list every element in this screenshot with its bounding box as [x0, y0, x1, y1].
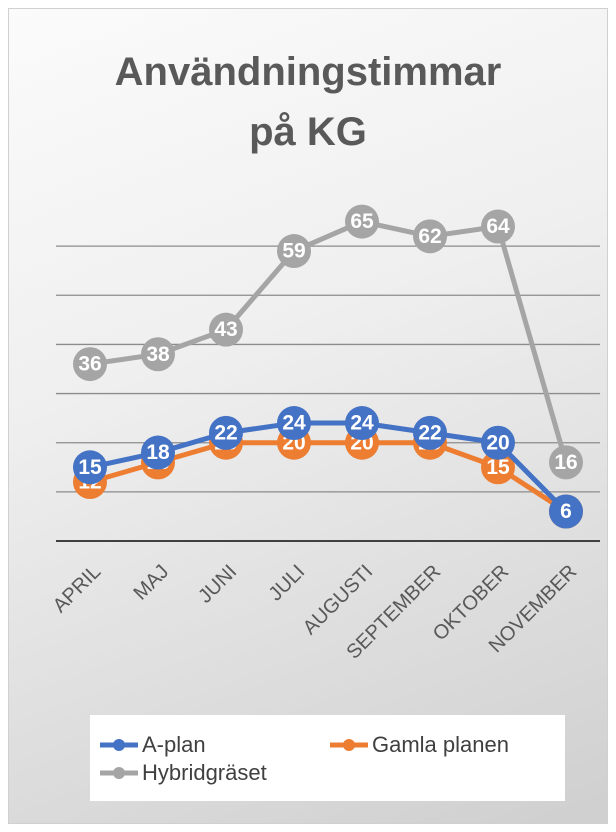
- marker: [209, 312, 243, 347]
- marker: [209, 415, 243, 450]
- legend-marker: [113, 767, 125, 779]
- legend-label: A-plan: [142, 732, 206, 757]
- marker: [549, 445, 583, 480]
- marker: [141, 435, 175, 470]
- data-label: 59: [282, 240, 305, 263]
- marker: [413, 219, 447, 254]
- data-label: 24: [350, 412, 374, 435]
- marker: [277, 234, 311, 269]
- data-label: 6: [560, 500, 572, 523]
- legend-label: Hybridgräset: [142, 760, 267, 785]
- data-label: 16: [554, 451, 577, 474]
- legend-box: [90, 715, 565, 801]
- x-tick-label: JULI: [265, 561, 310, 606]
- marker: [413, 415, 447, 450]
- legend-marker: [113, 739, 125, 751]
- marker: [73, 347, 107, 382]
- data-label: 36: [78, 353, 101, 376]
- legend-label: Gamla planen: [372, 732, 509, 757]
- marker: [141, 337, 175, 372]
- data-label: 22: [214, 421, 237, 444]
- x-tick-label: MAJ: [129, 561, 173, 605]
- data-label: 15: [78, 456, 102, 479]
- data-label: 62: [418, 225, 441, 248]
- data-label: 65: [350, 210, 374, 233]
- marker: [481, 425, 515, 460]
- x-tick-label: APRIL: [49, 561, 105, 617]
- data-label: 38: [146, 343, 170, 366]
- data-label: 20: [486, 431, 509, 454]
- marker: [345, 406, 379, 441]
- data-label: 15: [486, 456, 510, 479]
- data-label: 22: [418, 421, 441, 444]
- data-label: 24: [282, 412, 306, 435]
- marker: [345, 204, 379, 239]
- data-label: 43: [214, 318, 237, 341]
- x-tick-label: JUNI: [194, 561, 241, 608]
- data-label: 18: [146, 441, 170, 464]
- legend-marker: [343, 739, 355, 751]
- marker: [277, 406, 311, 441]
- data-label: 64: [486, 215, 510, 238]
- marker: [481, 209, 515, 244]
- marker: [549, 494, 583, 529]
- marker: [481, 450, 515, 485]
- marker: [73, 450, 107, 485]
- chart-title: Användningstimmar på KG: [114, 50, 502, 154]
